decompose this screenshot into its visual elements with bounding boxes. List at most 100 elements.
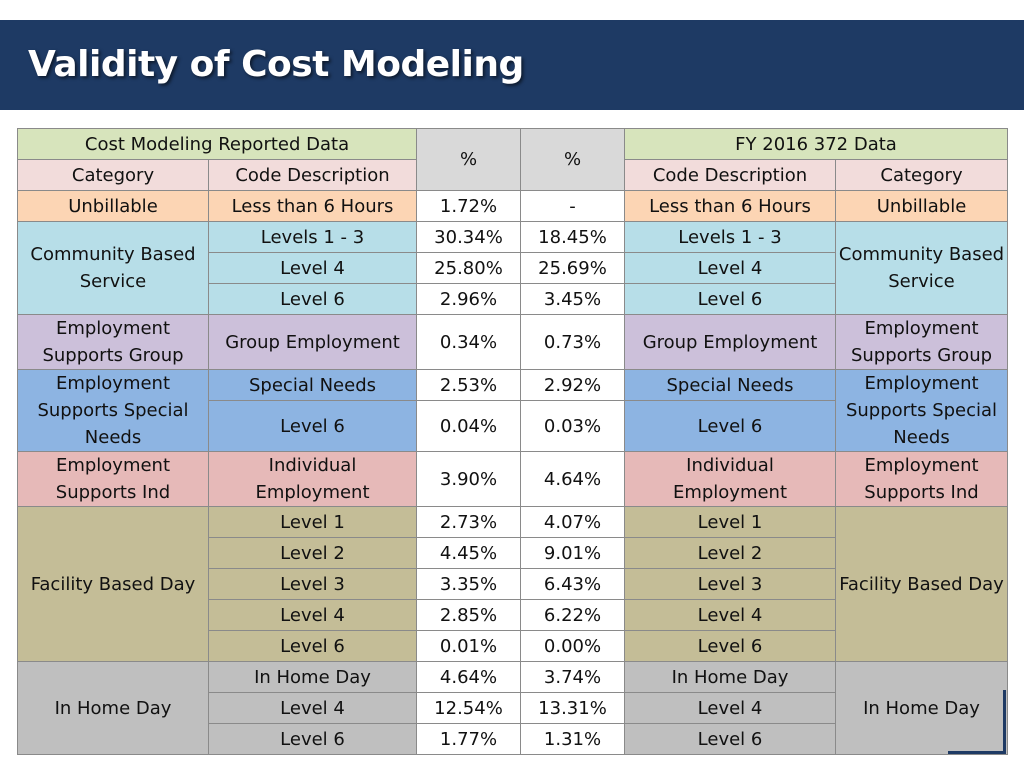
code-right: In Home Day — [624, 661, 836, 693]
code-left: Level 4 — [208, 692, 417, 724]
table-row: Level 6 0.04% 0.03% Level 6 — [18, 400, 1008, 452]
code-right: Level 2 — [624, 537, 836, 569]
code-right: Special Needs — [624, 369, 836, 401]
table-row: Employment Supports Special Needs Specia… — [17, 369, 1009, 452]
pct-a-cell: 2.96% — [416, 283, 521, 315]
code-left: Level 4 — [208, 599, 417, 631]
pct-b-cell: 3.74% — [520, 661, 625, 693]
pct-a-cell: 2.85% — [416, 599, 521, 631]
pct-b-cell: 3.45% — [520, 283, 625, 315]
category-right-fbd: Facility Based Day — [834, 506, 1009, 662]
pct-b-cell: 1.31% — [520, 723, 625, 755]
category-left-esg: Employment Supports Group — [17, 314, 209, 370]
code-left: Level 6 — [208, 630, 417, 662]
table-row: Level 4 12.54% 13.31% Level 4 — [18, 692, 1008, 724]
category-right-esi: Employment Supports Ind — [834, 451, 1009, 507]
table-row: Level 4 2.85% 6.22% Level 4 — [18, 599, 1008, 631]
pct-a-cell: 3.90% — [416, 451, 521, 507]
pct-b-cell: 25.69% — [520, 252, 625, 284]
code-left: Less than 6 Hours — [208, 190, 417, 222]
code-left: Levels 1 - 3 — [208, 221, 417, 253]
code-right: Less than 6 Hours — [624, 190, 836, 222]
code-right: Levels 1 - 3 — [624, 221, 836, 253]
pct-b-cell: 0.03% — [520, 400, 625, 452]
pct-b-cell: 0.00% — [520, 630, 625, 662]
pct-a-cell: 30.34% — [416, 221, 521, 253]
category-right-ess: Employment Supports Special Needs — [834, 369, 1009, 452]
code-right: Level 3 — [624, 568, 836, 600]
table-row: Level 6 2.96% 3.45% Level 6 — [18, 283, 1008, 315]
code-left: Individual Employment — [208, 451, 417, 507]
category-right-ihd: In Home Day — [834, 661, 1009, 755]
table-row: Unbillable Less than 6 Hours 1.72% - Les… — [17, 190, 1009, 222]
code-right: Level 6 — [624, 400, 836, 452]
table-row: Level 4 25.80% 25.69% Level 4 — [18, 252, 1008, 284]
table-row: Employment Supports Ind Individual Emplo… — [17, 451, 1009, 507]
category-right-unbillable: Unbillable — [834, 190, 1009, 222]
category-left-ess: Employment Supports Special Needs — [17, 369, 209, 452]
pct-b-cell: 0.73% — [520, 314, 625, 370]
pct-a-cell: 25.80% — [416, 252, 521, 284]
pct-a-cell: 1.77% — [416, 723, 521, 755]
code-left: Special Needs — [208, 369, 417, 401]
pct-a-cell: 0.04% — [416, 400, 521, 452]
table-row: Level 6 1.77% 1.31% Level 6 — [18, 723, 1008, 755]
pct-a-cell: 2.73% — [416, 506, 521, 538]
code-right: Level 4 — [624, 692, 836, 724]
pct-b-cell: 4.64% — [520, 451, 625, 507]
code-left: Level 6 — [208, 723, 417, 755]
table-row: Facility Based Day Level 1 2.73% 4.07% L… — [17, 506, 1009, 662]
header-right-group: FY 2016 372 Data — [623, 128, 1009, 160]
category-left-esi: Employment Supports Ind — [17, 451, 209, 507]
cost-modeling-table: Cost Modeling Reported Data % % FY 2016 … — [17, 128, 1009, 755]
table-row: Community Based Service Levels 1 - 3 30.… — [17, 221, 1009, 315]
code-right: Level 6 — [624, 283, 836, 315]
header-left-group: Cost Modeling Reported Data — [17, 128, 417, 160]
pct-a-cell: 4.45% — [416, 537, 521, 569]
category-left-cbs: Community Based Service — [17, 221, 209, 315]
pct-a-cell: 0.01% — [416, 630, 521, 662]
pct-b-cell: 6.43% — [520, 568, 625, 600]
code-left: Level 1 — [208, 506, 417, 538]
code-left: Level 6 — [208, 400, 417, 452]
category-left-ihd: In Home Day — [17, 661, 209, 755]
pct-a-cell: 3.35% — [416, 568, 521, 600]
code-right: Level 6 — [624, 723, 836, 755]
title-bar — [0, 20, 1024, 110]
header-pct-b: % — [520, 128, 625, 191]
table-row: Level 3 3.35% 6.43% Level 3 — [18, 568, 1008, 600]
pct-b-cell: 2.92% — [520, 369, 625, 401]
code-right: Level 4 — [624, 252, 836, 284]
code-left: Level 6 — [208, 283, 417, 315]
code-right: Level 4 — [624, 599, 836, 631]
code-left: In Home Day — [208, 661, 417, 693]
header-row-labels: Category Code Description Code Descripti… — [17, 159, 1009, 191]
header-pct-a: % — [416, 128, 521, 191]
pct-b-cell: 6.22% — [520, 599, 625, 631]
pct-a-cell: 1.72% — [416, 190, 521, 222]
code-left: Level 3 — [208, 568, 417, 600]
category-right-cbs: Community Based Service — [834, 221, 1009, 315]
code-right: Individual Employment — [624, 451, 836, 507]
header-category-right: Category — [834, 159, 1009, 191]
pct-b-cell: 4.07% — [520, 506, 625, 538]
code-right: Level 6 — [624, 630, 836, 662]
code-right: Group Employment — [624, 314, 836, 370]
pct-a-cell: 4.64% — [416, 661, 521, 693]
category-left-unbillable: Unbillable — [17, 190, 209, 222]
code-left: Level 2 — [208, 537, 417, 569]
page-title: Validity of Cost Modeling — [28, 44, 524, 85]
pct-b-cell: 13.31% — [520, 692, 625, 724]
category-right-esg: Employment Supports Group — [834, 314, 1009, 370]
header-category-left: Category — [17, 159, 209, 191]
table-row: Employment Supports Group Group Employme… — [17, 314, 1009, 370]
pct-a-cell: 12.54% — [416, 692, 521, 724]
corner-accent — [948, 690, 1006, 754]
pct-a-cell: 0.34% — [416, 314, 521, 370]
pct-b-cell: 9.01% — [520, 537, 625, 569]
header-code-right: Code Description — [624, 159, 836, 191]
pct-a-cell: 2.53% — [416, 369, 521, 401]
header-code-left: Code Description — [208, 159, 417, 191]
pct-b-cell: 18.45% — [520, 221, 625, 253]
code-right: Level 1 — [624, 506, 836, 538]
